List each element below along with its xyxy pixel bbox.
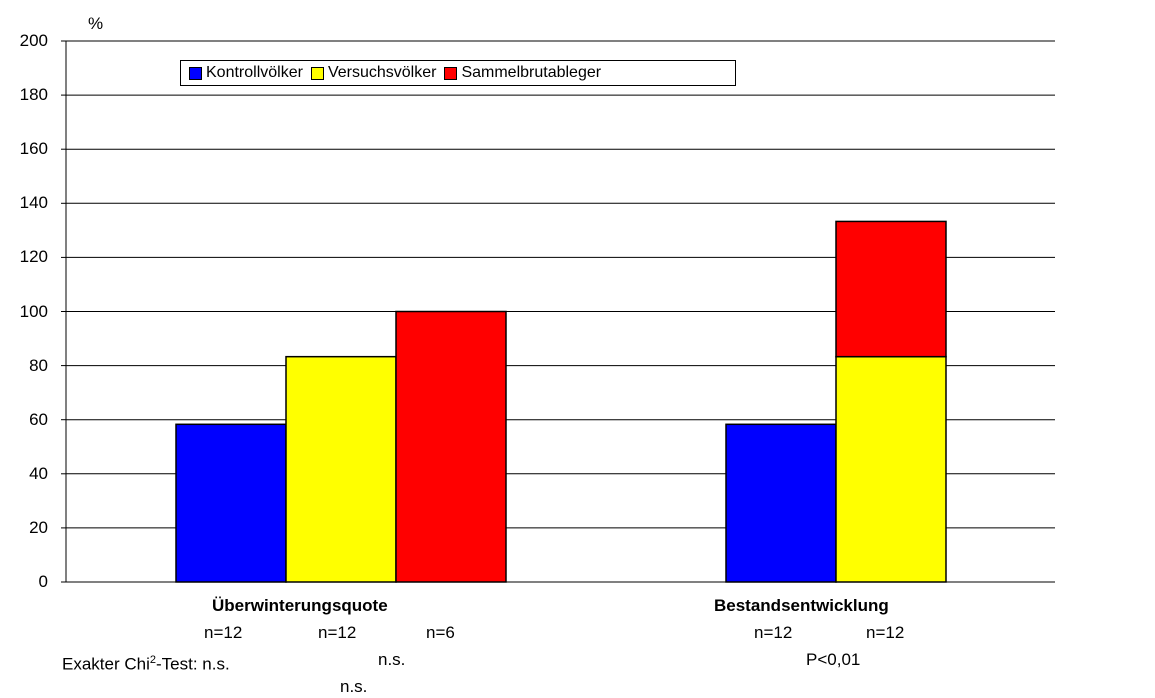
ns-annotation: n.s. (378, 650, 406, 669)
p-value-annotation: P<0,01 (806, 650, 861, 669)
n-label: n=12 (754, 623, 793, 642)
legend-swatch-red (444, 66, 458, 80)
test-prefix: Exakter Chi (62, 654, 150, 674)
ns-annotation: n.s. (340, 677, 368, 696)
y-tick-label: 200 (19, 31, 48, 50)
axes (61, 40, 1055, 583)
group-label-bestand: Bestandsentwicklung (714, 596, 889, 615)
y-tick-label: 0 (38, 572, 48, 591)
y-tick-label: 80 (29, 355, 48, 375)
y-tick-label: 100 (19, 301, 48, 321)
n-label: n=12 (866, 623, 905, 642)
y-tick-label: 160 (19, 139, 48, 159)
group-label-ueberwinterung: Überwinterungsquote (212, 596, 388, 615)
legend-label: Sammelbrutableger (461, 64, 602, 81)
y-tick-label: 180 (19, 85, 48, 105)
y-tick-label: 60 (29, 409, 48, 429)
bar-Sammelbrutableger (395, 310, 507, 583)
bar-Versuchsvölker (285, 355, 397, 583)
legend: Kontrollvölker Versuchsvölker Sammelbrut… (180, 60, 736, 86)
legend-swatch-blue (189, 66, 202, 80)
legend-item-kontroll: Kontrollvölker (189, 64, 303, 82)
legend-label: Versuchsvölker (327, 64, 437, 81)
legend-swatch-yellow (310, 66, 324, 80)
legend-label: Kontrollvölker (206, 64, 303, 81)
y-tick-label: 120 (19, 247, 48, 267)
y-tick-label: 40 (29, 463, 48, 483)
bars (175, 220, 947, 583)
test-suffix: -Test: n.s. (156, 654, 230, 674)
y-axis-title: % (88, 14, 104, 33)
bar-Kontrollvölker (175, 423, 287, 583)
n-label: n=6 (426, 623, 455, 642)
bar-Kontrollvölker (725, 423, 837, 583)
n-label: n=12 (204, 623, 243, 642)
legend-item-versuch: Versuchsvölker (310, 64, 437, 82)
bar-Sammelbrutableger (835, 220, 947, 358)
y-tick-label: 20 (29, 517, 48, 537)
legend-item-sammel: Sammelbrutableger (444, 64, 601, 82)
bar-Versuchsvölker (835, 355, 947, 583)
y-tick-label: 140 (19, 193, 48, 213)
test-annotation: Exakter Chi2-Test: n.s. (62, 650, 230, 675)
n-label: n=12 (318, 623, 357, 642)
test-sup: 2 (149, 654, 156, 666)
